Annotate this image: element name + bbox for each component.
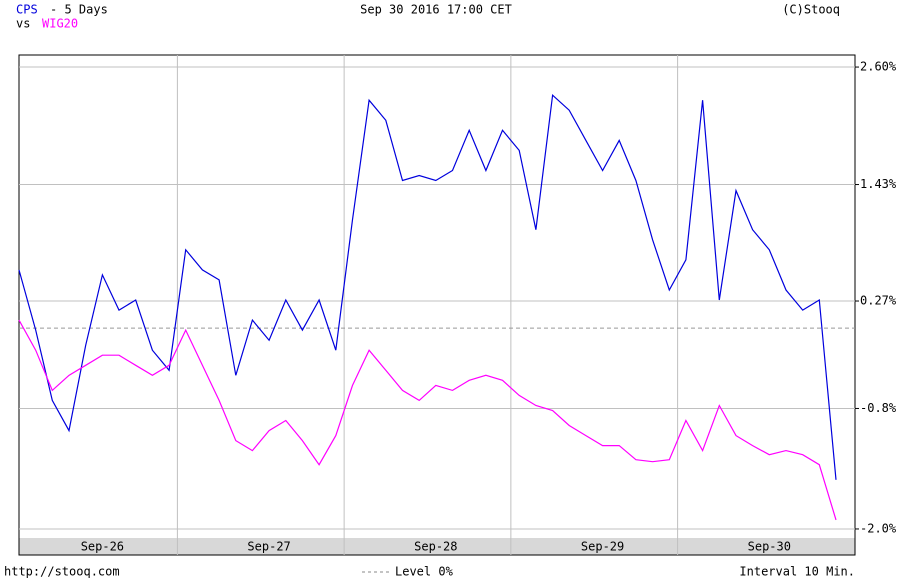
chart-title: Sep 30 2016 17:00 CET <box>360 3 512 17</box>
y-tick-label: -0.8% <box>860 401 897 415</box>
y-tick-label: 2.60% <box>860 60 897 74</box>
x-tick-label: Sep-29 <box>581 540 624 554</box>
x-axis-band <box>19 538 855 555</box>
period: - 5 Days <box>50 3 108 17</box>
y-tick-label: 0.27% <box>860 294 897 308</box>
y-tick-label: 1.43% <box>860 177 897 191</box>
series-line <box>18 93 837 480</box>
y-tick-label: -2.0% <box>860 521 897 535</box>
x-tick-label: Sep-27 <box>247 540 290 554</box>
interval: Interval 10 Min. <box>739 565 855 579</box>
legend-cps: CPS <box>16 3 38 17</box>
level-label: Level 0% <box>395 565 454 579</box>
series-line <box>18 319 837 521</box>
x-tick-label: Sep-30 <box>748 540 791 554</box>
copyright: (C)Stooq <box>782 3 840 17</box>
plot-border <box>18 54 856 556</box>
source: http://stooq.com <box>4 565 120 579</box>
legend-wig20: WIG20 <box>42 17 78 31</box>
vs-label: vs <box>16 17 30 31</box>
x-tick-label: Sep-26 <box>81 540 124 554</box>
x-tick-label: Sep-28 <box>414 540 457 554</box>
